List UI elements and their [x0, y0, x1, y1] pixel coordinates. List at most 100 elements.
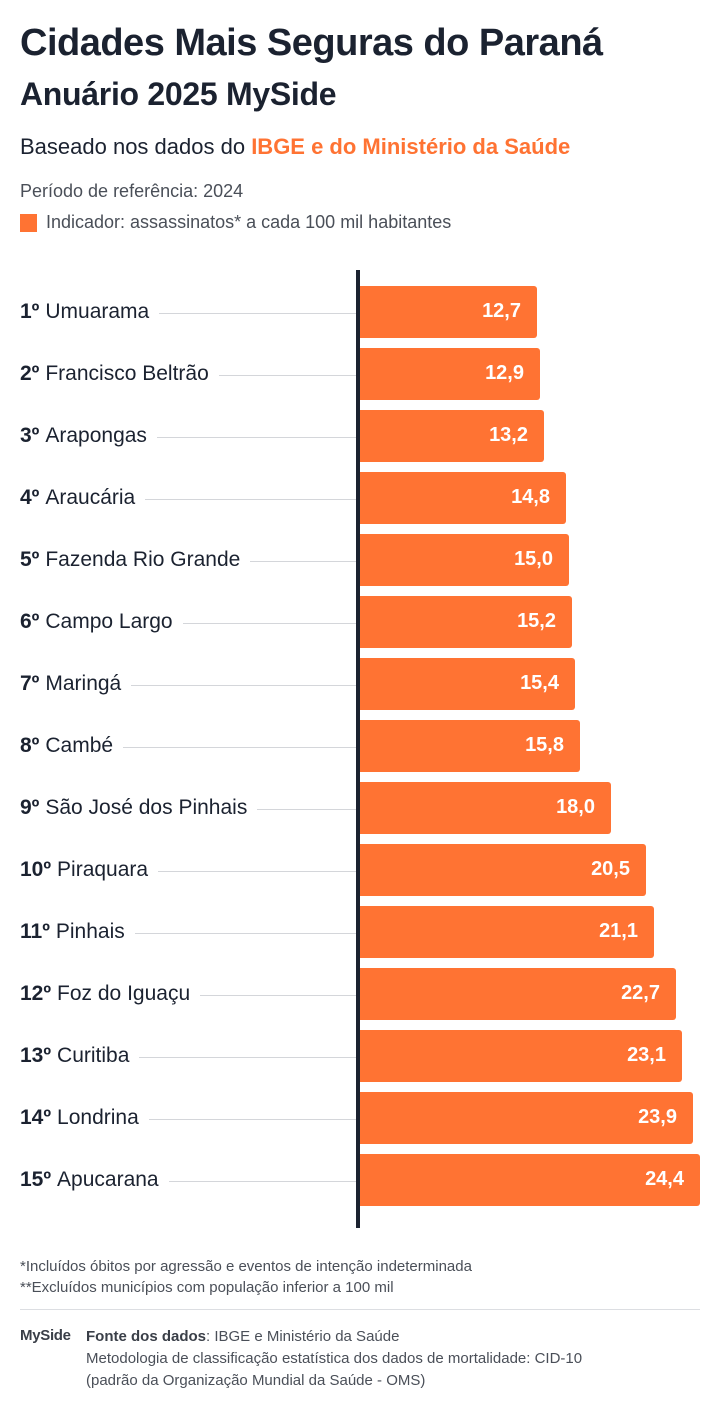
bar-value-label: 23,9: [638, 1106, 677, 1128]
bar-row: 8º Cambé 15,8: [0, 720, 720, 772]
city-label: 11º Pinhais: [20, 920, 135, 944]
footnote-2: **Excluídos municípios com população inf…: [20, 1279, 394, 1296]
row-guide-line: [20, 747, 356, 748]
row-guide-line: [20, 623, 356, 624]
bar-row: 12º Foz do Iguaçu 22,7: [0, 968, 720, 1020]
footnote-1: *Incluídos óbitos por agressão e eventos…: [20, 1258, 472, 1275]
bar-value-label: 23,1: [627, 1044, 666, 1066]
rank: 15º: [20, 1168, 52, 1191]
rank: 2º: [20, 362, 40, 385]
city-label: 2º Francisco Beltrão: [20, 362, 219, 386]
city-name: Fazenda Rio Grande: [45, 548, 241, 571]
bar-row: 14º Londrina 23,9: [0, 1092, 720, 1144]
methodology-line-1: Metodologia de classificação estatística…: [86, 1350, 583, 1367]
row-guide-line: [20, 437, 356, 438]
city-name: Arapongas: [45, 424, 147, 447]
city-label: 4º Araucária: [20, 486, 146, 510]
city-name: Curitiba: [57, 1044, 130, 1067]
bar-value-label: 15,0: [514, 548, 553, 570]
bar-value-label: 14,8: [511, 486, 550, 508]
bar-value-label: 15,4: [520, 672, 559, 694]
city-name: Apucarana: [57, 1168, 159, 1191]
city-label: 8º Cambé: [20, 734, 124, 758]
bar: 15,4: [360, 658, 575, 710]
bar-row: 9º São José dos Pinhais 18,0: [0, 782, 720, 834]
city-label: 7º Maringá: [20, 672, 132, 696]
bar-value-label: 12,7: [482, 300, 521, 322]
legend-label: Indicador: assassinatos* a cada 100 mil …: [46, 212, 452, 232]
bar-value-label: 21,1: [599, 920, 638, 942]
rank: 4º: [20, 486, 40, 509]
city-name: Piraquara: [57, 858, 149, 881]
city-name: Cambé: [45, 734, 114, 757]
bar: 15,0: [360, 534, 569, 586]
footer-divider: [20, 1309, 700, 1310]
bar-row: 11º Pinhais 21,1: [0, 906, 720, 958]
footer-source: Fonte dos dados: IBGE e Ministério da Sa…: [86, 1326, 582, 1392]
city-name: Maringá: [45, 672, 122, 695]
bar-value-label: 12,9: [485, 362, 524, 384]
bar: 23,9: [360, 1092, 693, 1144]
city-name: Campo Largo: [45, 610, 173, 633]
data-source-line: Baseado nos dados do IBGE e do Ministéri…: [20, 134, 570, 160]
rank: 1º: [20, 300, 40, 323]
bar: 13,2: [360, 410, 544, 462]
bar: 23,1: [360, 1030, 682, 1082]
rank: 7º: [20, 672, 40, 695]
bar-row: 15º Apucarana 24,4: [0, 1154, 720, 1206]
city-name: Pinhais: [55, 920, 125, 943]
bar-row: 7º Maringá 15,4: [0, 658, 720, 710]
bar-row: 3º Arapongas 13,2: [0, 410, 720, 462]
chart-title: Cidades Mais Seguras do Paraná: [20, 22, 603, 64]
rank: 11º: [20, 920, 50, 943]
city-name: Foz do Iguaçu: [57, 982, 191, 1005]
bar: 20,5: [360, 844, 646, 896]
bar-row: 1º Umuarama 12,7: [0, 286, 720, 338]
city-label: 10º Piraquara: [20, 858, 159, 882]
rank: 3º: [20, 424, 40, 447]
rank: 5º: [20, 548, 40, 571]
row-guide-line: [20, 313, 356, 314]
city-label: 14º Londrina: [20, 1106, 149, 1130]
city-label: 6º Campo Largo: [20, 610, 183, 634]
rank: 10º: [20, 858, 52, 881]
source-label: Fonte dos dados: [86, 1328, 206, 1345]
bar-value-label: 13,2: [489, 424, 528, 446]
bar-row: 5º Fazenda Rio Grande 15,0: [0, 534, 720, 586]
bar-value-label: 15,8: [525, 734, 564, 756]
bar: 14,8: [360, 472, 566, 524]
bar-row: 4º Araucária 14,8: [0, 472, 720, 524]
rank: 14º: [20, 1106, 52, 1129]
bar: 15,2: [360, 596, 572, 648]
rank: 12º: [20, 982, 52, 1005]
city-label: 1º Umuarama: [20, 300, 160, 324]
bar: 22,7: [360, 968, 676, 1020]
bar-row: 2º Francisco Beltrão 12,9: [0, 348, 720, 400]
city-name: Araucária: [45, 486, 136, 509]
rank: 6º: [20, 610, 40, 633]
bar-row: 6º Campo Largo 15,2: [0, 596, 720, 648]
row-guide-line: [20, 933, 356, 934]
reference-period: Período de referência: 2024: [20, 181, 244, 201]
city-label: 15º Apucarana: [20, 1168, 169, 1192]
data-source-highlight: IBGE e do Ministério da Saúde: [251, 134, 571, 159]
city-label: 13º Curitiba: [20, 1044, 140, 1068]
rank: 13º: [20, 1044, 52, 1067]
source-value: : IBGE e Ministério da Saúde: [206, 1328, 400, 1345]
myside-logo: MySide: [20, 1327, 71, 1344]
bar: 12,9: [360, 348, 540, 400]
bar: 15,8: [360, 720, 580, 772]
rank: 8º: [20, 734, 40, 757]
city-label: 3º Arapongas: [20, 424, 157, 448]
bar: 21,1: [360, 906, 654, 958]
bar-value-label: 22,7: [621, 982, 660, 1004]
data-source-prefix: Baseado nos dados do: [20, 134, 252, 159]
legend-swatch-icon: [20, 213, 37, 232]
city-name: Umuarama: [45, 300, 150, 323]
row-guide-line: [20, 1119, 356, 1120]
rank: 9º: [20, 796, 40, 819]
row-guide-line: [20, 871, 356, 872]
city-name: Londrina: [57, 1106, 139, 1129]
city-name: São José dos Pinhais: [45, 796, 248, 819]
bar: 12,7: [360, 286, 537, 338]
